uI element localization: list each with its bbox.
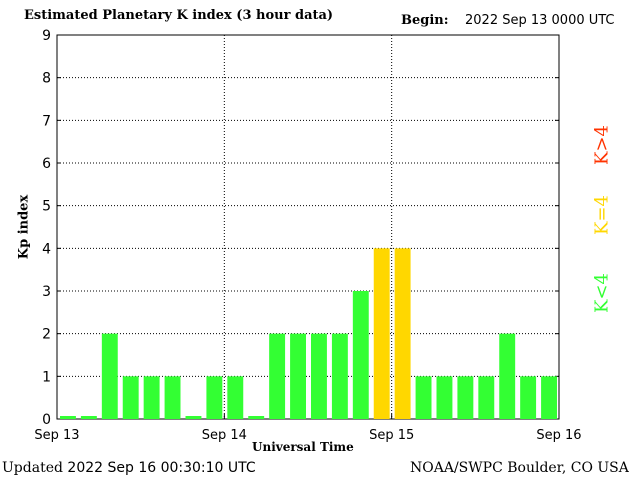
x-tick-label: Sep 14 xyxy=(202,428,247,443)
kp-bar xyxy=(394,248,411,419)
kp-bar xyxy=(352,291,369,419)
kp-bar xyxy=(122,376,139,419)
legend-k-above-4: K>4 xyxy=(591,125,613,165)
kp-bar xyxy=(290,333,306,419)
legend-k-below-4: K<4 xyxy=(591,273,613,313)
kp-bar xyxy=(227,376,244,419)
begin-label: Begin: xyxy=(401,13,449,28)
kp-bar xyxy=(520,376,537,419)
y-tick-label: 2 xyxy=(42,327,51,343)
x-tick-label: Sep 16 xyxy=(536,428,581,443)
updated-line: Updated 2022 Sep 16 00:30:10 UTC xyxy=(2,460,256,476)
y-tick-label: 6 xyxy=(42,156,51,172)
x-axis-label: Universal Time xyxy=(252,440,354,454)
y-tick-label: 1 xyxy=(42,369,51,385)
kp-bar xyxy=(311,333,327,419)
updated-label: Updated xyxy=(2,460,63,476)
kp-bar xyxy=(80,416,97,419)
plot-frame xyxy=(56,34,560,420)
updated-value: 2022 Sep 16 00:30:10 UTC xyxy=(67,460,256,476)
y-tick-label: 0 xyxy=(42,412,51,428)
credit-line: NOAA/SWPC Boulder, CO USA xyxy=(410,460,629,476)
kp-bar xyxy=(331,333,348,419)
x-tick-label: Sep 15 xyxy=(369,428,414,443)
begin-value: 2022 Sep 13 0000 UTC xyxy=(465,13,615,28)
kp-bar xyxy=(457,376,474,419)
y-tick-label: 3 xyxy=(42,284,51,300)
y-tick-label: 7 xyxy=(42,113,51,129)
kp-bar xyxy=(164,376,181,419)
kp-bar xyxy=(60,416,76,419)
y-tick-label: 9 xyxy=(42,28,51,44)
kp-bar xyxy=(478,376,495,419)
kp-bar xyxy=(101,333,118,419)
kp-bar xyxy=(373,248,390,419)
kp-bar xyxy=(499,333,516,419)
kp-bar xyxy=(185,416,202,419)
chart-title: Estimated Planetary K index (3 hour data… xyxy=(24,8,334,23)
kp-bar xyxy=(269,333,286,419)
kp-bar xyxy=(143,376,160,419)
y-axis-label: Kp index xyxy=(16,194,32,260)
kp-bar xyxy=(415,376,432,419)
kp-bar xyxy=(248,416,265,419)
legend-k-equal-4: K=4 xyxy=(591,195,613,235)
kp-bar xyxy=(436,376,453,419)
y-tick-label: 8 xyxy=(42,71,51,87)
y-tick-label: 5 xyxy=(42,199,51,215)
y-tick-label: 4 xyxy=(42,241,51,257)
kp-bar xyxy=(206,376,223,419)
x-tick-label: Sep 13 xyxy=(34,428,79,443)
kp-bar xyxy=(541,376,557,419)
